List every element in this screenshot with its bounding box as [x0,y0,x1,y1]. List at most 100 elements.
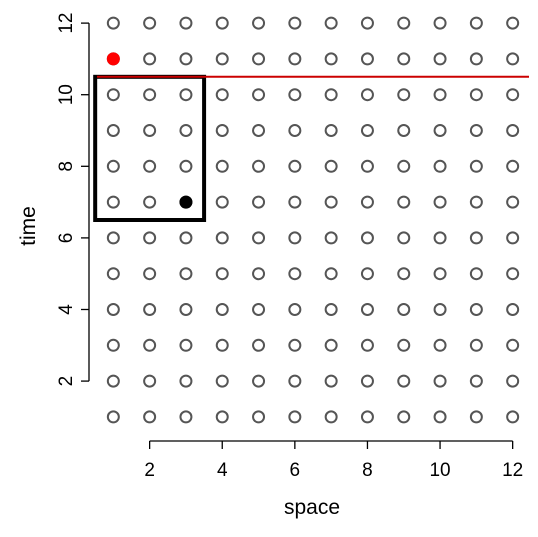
grid-point [506,267,520,281]
grid-point [215,16,229,30]
grid-point [469,16,483,30]
grid-point [397,88,411,102]
grid-point [506,195,520,209]
grid-point [360,302,374,316]
grid-point [506,88,520,102]
x-axis-label: space [284,496,340,519]
grid-point [106,88,120,102]
grid-point [288,231,302,245]
grid-point [433,124,447,138]
grid-point [143,374,157,388]
grid-points [106,16,520,424]
y-tick-label: 12 [56,13,77,34]
grid-point [288,410,302,424]
grid-point [324,159,338,173]
grid-point [360,159,374,173]
grid-point [469,195,483,209]
grid-point [252,124,266,138]
grid-point [179,16,193,30]
grid-point [179,124,193,138]
grid-point [252,195,266,209]
y-axis: 2 4 6 8 10 12 [56,13,90,387]
grid-point [215,195,229,209]
grid-point [433,374,447,388]
x-tick-label: 12 [502,460,523,481]
grid-point [215,231,229,245]
grid-point [360,374,374,388]
grid-point [324,124,338,138]
grid-point [324,338,338,352]
x-tick-label: 8 [362,460,373,481]
grid-point [143,16,157,30]
grid-point [252,267,266,281]
grid-point [433,410,447,424]
grid-point [215,88,229,102]
highlighted-point [179,195,193,209]
grid-point [288,338,302,352]
grid-point [288,124,302,138]
grid-point [215,374,229,388]
grid-point [397,16,411,30]
grid-point [288,16,302,30]
grid-point [215,124,229,138]
grid-point [397,52,411,66]
grid-point [506,302,520,316]
grid-point [324,267,338,281]
grid-point [469,374,483,388]
grid-point [252,410,266,424]
grid-point [506,124,520,138]
highlighted-points [106,52,193,209]
grid-point [433,267,447,281]
grid-point [397,195,411,209]
grid-point [506,410,520,424]
grid-point [106,195,120,209]
grid-point [397,124,411,138]
grid-point [106,410,120,424]
grid-point [324,231,338,245]
grid-point [215,302,229,316]
grid-point [288,195,302,209]
grid-point [360,52,374,66]
grid-point [397,338,411,352]
grid-point [324,16,338,30]
grid-point [506,159,520,173]
grid-point [506,231,520,245]
y-axis-label: time [17,206,40,246]
grid-point [433,88,447,102]
grid-point [360,88,374,102]
grid-point [506,338,520,352]
grid-point [506,374,520,388]
grid-point [106,374,120,388]
grid-point [106,159,120,173]
grid-point [433,302,447,316]
grid-point [179,374,193,388]
grid-point [179,159,193,173]
x-axis: 2 4 6 8 10 12 [144,440,523,481]
grid-point [288,88,302,102]
grid-point [397,302,411,316]
grid-point [360,124,374,138]
grid-point [469,231,483,245]
grid-point [252,302,266,316]
y-tick-label: 2 [56,376,77,387]
grid-point [143,159,157,173]
grid-point [324,195,338,209]
grid-point [469,338,483,352]
grid-point [469,302,483,316]
grid-point [252,338,266,352]
grid-point [143,52,157,66]
grid-point [252,16,266,30]
grid-point [179,52,193,66]
grid-point [106,338,120,352]
grid-point [106,302,120,316]
grid-point [360,231,374,245]
grid-point [179,302,193,316]
grid-point [324,52,338,66]
grid-point [433,338,447,352]
grid-point [179,410,193,424]
grid-point [288,374,302,388]
grid-point [143,195,157,209]
grid-point [179,338,193,352]
grid-point [324,302,338,316]
grid-point [288,267,302,281]
